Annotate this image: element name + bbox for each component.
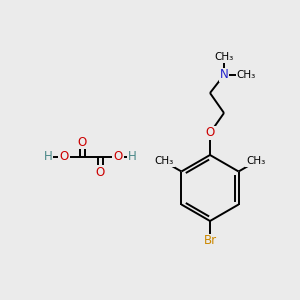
Text: CH₃: CH₃ — [246, 157, 266, 166]
Text: O: O — [95, 166, 105, 178]
Text: H: H — [128, 151, 136, 164]
Text: CH₃: CH₃ — [236, 70, 256, 80]
Text: N: N — [220, 68, 228, 82]
Text: O: O — [206, 127, 214, 140]
Text: CH₃: CH₃ — [154, 157, 174, 166]
Text: O: O — [113, 151, 123, 164]
Text: O: O — [77, 136, 87, 148]
Text: Br: Br — [203, 235, 217, 248]
Text: O: O — [59, 151, 69, 164]
Text: CH₃: CH₃ — [214, 52, 234, 62]
Text: H: H — [44, 151, 52, 164]
